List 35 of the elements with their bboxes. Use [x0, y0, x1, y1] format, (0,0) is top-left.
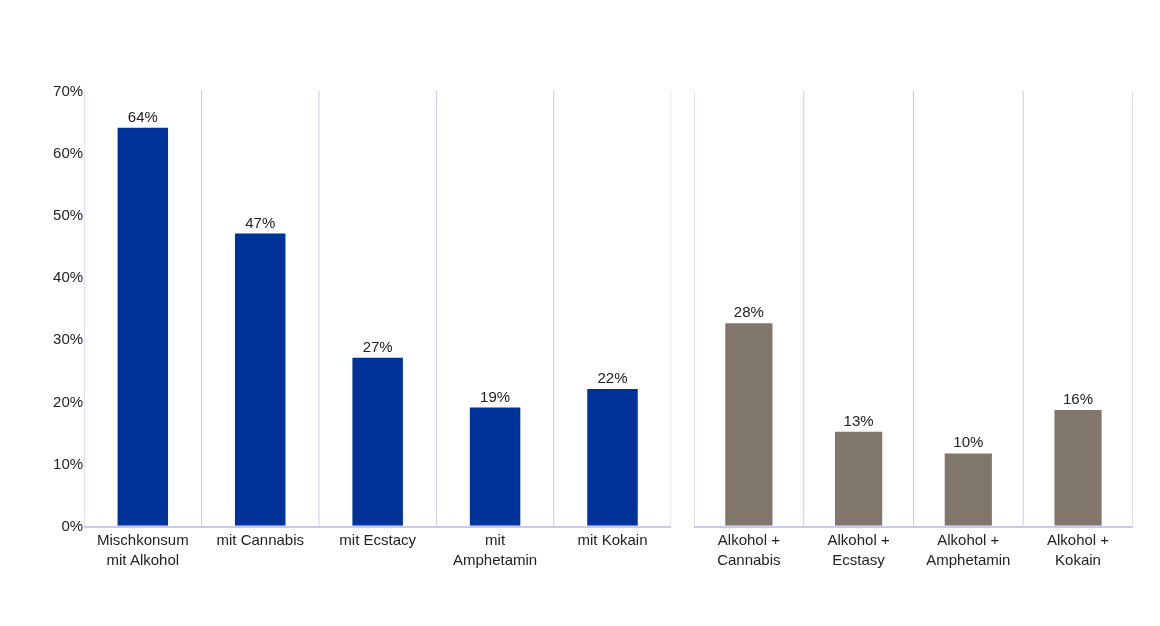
x-tick-label: mit Cannabis: [216, 531, 304, 549]
x-tick-label: mit Amphetamin: [452, 531, 538, 568]
bar: [234, 233, 286, 526]
bar: [835, 431, 883, 526]
x-tick-label: Mischkonsum mit Alkohol: [96, 531, 189, 568]
x-tick-label: mit Ecstacy: [339, 531, 417, 549]
data-label: 47%: [245, 213, 276, 231]
x-tick-label: mit Kokain: [577, 531, 648, 549]
y-tick-label: 10%: [53, 454, 84, 472]
data-label: 19%: [480, 387, 511, 405]
x-tick-label: Alkohol + Cannabis: [717, 531, 781, 568]
y-tick-label: 0%: [61, 516, 84, 534]
bar: [944, 453, 992, 526]
y-tick-label: 30%: [53, 330, 84, 348]
data-label: 22%: [597, 368, 628, 386]
y-tick-label: 60%: [53, 143, 84, 161]
data-label: 64%: [127, 107, 158, 125]
y-tick-label: 50%: [53, 206, 84, 224]
bar: [469, 407, 521, 526]
x-tick-label: Alkohol + Kokain: [1046, 531, 1110, 568]
y-tick-label: 40%: [53, 268, 84, 286]
y-tick-label: 20%: [53, 392, 84, 410]
x-tick-label: Alkohol + Ecstasy: [827, 531, 890, 568]
bar: [725, 323, 773, 526]
data-label: 28%: [733, 303, 764, 321]
bar: [1054, 410, 1102, 526]
bar: [352, 357, 403, 526]
data-label: 27%: [362, 337, 393, 355]
data-label: 13%: [843, 411, 874, 429]
x-tick-label: Alkohol + Amphetamin: [926, 531, 1011, 568]
bar: [117, 127, 169, 526]
data-label: 10%: [953, 433, 984, 451]
y-tick-label: 70%: [53, 81, 84, 99]
bar: [587, 388, 638, 526]
data-label: 16%: [1063, 390, 1094, 408]
